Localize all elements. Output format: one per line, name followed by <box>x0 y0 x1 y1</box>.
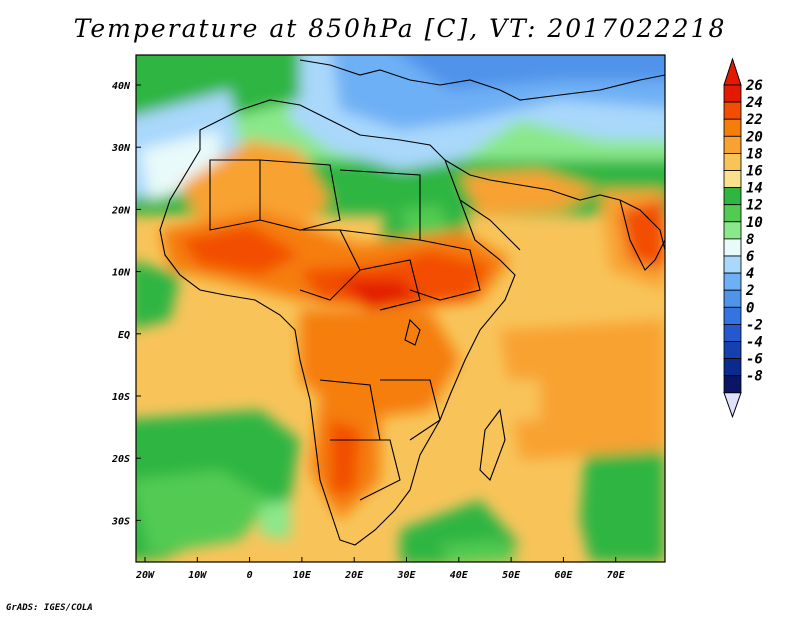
colorbar-label: 14 <box>746 181 763 197</box>
colorbar-swatch <box>723 152 742 171</box>
lon-label: 70E <box>607 570 626 581</box>
colorbar-swatch <box>723 238 742 257</box>
colorbar-swatch <box>723 358 742 377</box>
lon-label: 0 <box>247 570 253 581</box>
colorbar-label: 26 <box>745 78 763 94</box>
lon-label: 10E <box>293 570 312 581</box>
colorbar-label: 20 <box>745 129 763 145</box>
lon-label: 20W <box>135 570 155 581</box>
lon-label: 60E <box>554 570 573 581</box>
colorbar-label: 16 <box>746 164 763 180</box>
lat-label: 20N <box>111 205 131 216</box>
colorbar-swatch <box>723 272 742 291</box>
colorbar-swatch <box>723 323 742 342</box>
chart-title: Temperature at 850hPa [C], VT: 201702221… <box>73 14 727 43</box>
lon-label: 20E <box>344 570 364 581</box>
colorbar-swatch <box>723 135 742 154</box>
coastlines <box>159 59 665 546</box>
lat-label: 10N <box>112 268 131 279</box>
colorbar-label: -8 <box>746 369 763 385</box>
lon-label: 30E <box>396 570 416 581</box>
temperature-field <box>136 55 665 562</box>
colorbar-label: -4 <box>746 335 763 351</box>
colorbar-swatch <box>723 118 742 137</box>
lat-label: 30S <box>111 516 130 527</box>
lat-label: 20S <box>111 454 130 465</box>
colorbar-label: 24 <box>745 95 763 111</box>
colorbar-label: 18 <box>746 146 763 162</box>
colorbar-swatch <box>723 289 742 308</box>
colorbar-label: -6 <box>746 352 763 368</box>
lon-axis: 20W 10W 0 10E 20E 30E 40E 50E 60E 70E <box>135 557 626 581</box>
colorbar-swatch <box>723 204 742 223</box>
colorbar-label: -2 <box>746 317 763 333</box>
colorbar-bottom-arrow <box>723 392 742 419</box>
colorbar-swatch <box>723 375 742 394</box>
colorbar-swatch <box>723 221 742 240</box>
lat-axis: 40N 30N 20N 10N EQ 10S 20S 30S <box>111 81 141 527</box>
map-frame <box>135 54 666 563</box>
lon-label: 50E <box>502 570 521 581</box>
colorbar-swatch <box>723 170 742 189</box>
colorbar-label: 10 <box>746 215 763 231</box>
colorbar-top-arrow <box>723 57 742 86</box>
lat-label: 30N <box>111 143 131 154</box>
colorbar-label: 22 <box>745 112 763 128</box>
colorbar-label: 12 <box>746 198 763 214</box>
colorbar-label: 4 <box>746 266 754 282</box>
colorbar-label: 2 <box>745 283 754 299</box>
lon-label: 40E <box>450 570 469 581</box>
colorbar-label: 8 <box>746 232 754 248</box>
colorbar-label: 0 <box>746 300 754 316</box>
lat-label: EQ <box>118 330 130 341</box>
colorbar-swatch <box>723 101 742 120</box>
colorbar-swatch <box>723 306 742 325</box>
lon-label: 10W <box>188 570 207 581</box>
colorbar-swatch <box>723 84 742 103</box>
lat-label: 10S <box>112 392 130 403</box>
lat-label: 40N <box>112 81 131 92</box>
colorbar-swatch <box>723 341 742 360</box>
credit-text: GrADS: IGES/COLA <box>6 603 93 613</box>
colorbar-label: 6 <box>746 249 754 265</box>
colorbar-swatch <box>723 187 742 206</box>
colorbar-swatch <box>723 255 742 274</box>
